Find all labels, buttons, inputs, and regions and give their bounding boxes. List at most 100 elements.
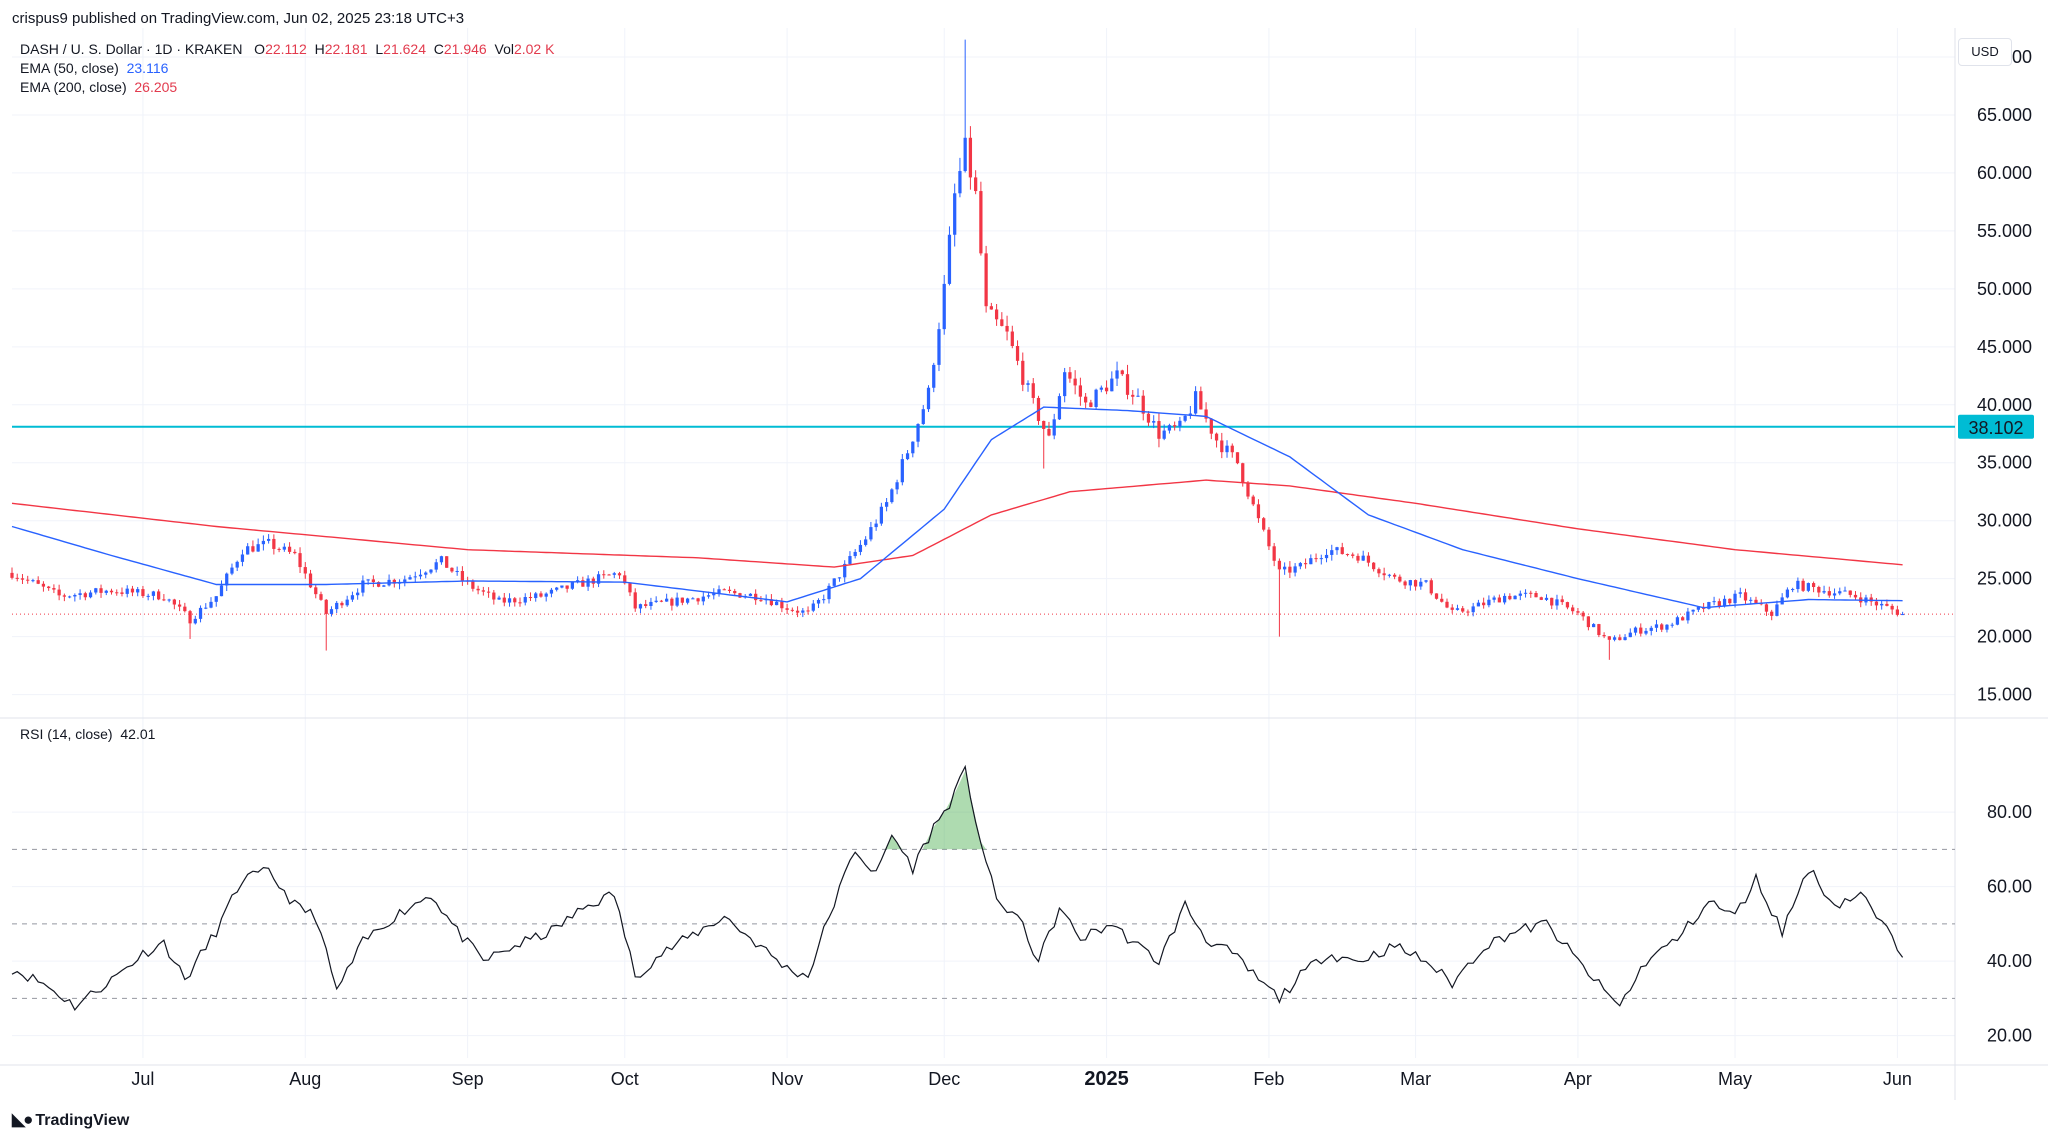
candle — [1214, 432, 1219, 448]
candle-body — [581, 580, 585, 587]
candle-body — [722, 589, 726, 591]
candle — [680, 597, 684, 606]
candle-body — [230, 567, 234, 574]
open-value: 22.112 — [265, 41, 307, 57]
candle-body — [832, 578, 836, 586]
candle — [99, 584, 103, 598]
candle — [1612, 635, 1617, 642]
candle — [1078, 377, 1083, 406]
candle — [1565, 601, 1570, 610]
candle-body — [1382, 573, 1386, 576]
candle-body — [754, 593, 758, 601]
candle — [1193, 386, 1198, 415]
candle — [83, 591, 87, 601]
candle-body — [1324, 554, 1329, 559]
candle — [958, 157, 962, 198]
candle — [942, 274, 946, 335]
ema200-row[interactable]: EMA (200, close) 26.205 — [20, 78, 554, 97]
candle-body — [1283, 566, 1287, 570]
candle-body — [439, 556, 444, 563]
candle — [31, 578, 35, 583]
ema50-row[interactable]: EMA (50, close) 23.116 — [20, 59, 554, 78]
candle-body — [1403, 581, 1407, 586]
candle — [157, 589, 161, 601]
candle — [785, 603, 789, 615]
candle — [1230, 443, 1234, 458]
candle-body — [1036, 397, 1041, 421]
ema200-label: EMA (200, close) — [20, 79, 127, 95]
candle-body — [785, 608, 789, 610]
candle-body — [1078, 385, 1083, 397]
candle-body — [1010, 331, 1014, 346]
candle — [528, 592, 533, 602]
candle — [324, 599, 328, 651]
candle — [214, 596, 218, 607]
candle-body — [528, 597, 533, 599]
candle-body — [78, 593, 82, 595]
candle-body — [827, 585, 831, 600]
tradingview-brand[interactable]: ◣● TradingView — [12, 1110, 129, 1130]
candle-body — [790, 609, 794, 611]
rsi-legend[interactable]: RSI (14, close) 42.01 — [20, 726, 155, 742]
candle — [450, 567, 454, 573]
candle — [371, 575, 375, 588]
candle — [1403, 580, 1407, 589]
candle-body — [1063, 372, 1067, 397]
candle — [602, 570, 606, 579]
candle-body — [1832, 593, 1837, 596]
candle-body — [1675, 617, 1680, 625]
candle — [884, 497, 889, 512]
candle-body — [1770, 611, 1774, 616]
candle — [1539, 596, 1543, 601]
candle — [1534, 591, 1538, 598]
candle-body — [1544, 597, 1549, 600]
candle — [1895, 605, 1900, 617]
candle — [895, 479, 899, 495]
candle-body — [1612, 637, 1617, 640]
candle-body — [1256, 504, 1261, 519]
candle — [36, 576, 40, 585]
candle-body — [1345, 554, 1350, 556]
candle — [1178, 416, 1182, 432]
candle-body — [654, 600, 658, 602]
candle-body — [874, 523, 878, 528]
candle — [1738, 587, 1742, 598]
candle — [1063, 367, 1067, 403]
candle — [167, 598, 171, 603]
candle — [905, 450, 910, 461]
candle-body — [937, 329, 941, 365]
candle — [1303, 558, 1308, 569]
candle — [1497, 594, 1501, 603]
date-tick-label: Dec — [928, 1069, 960, 1089]
candle-body — [1712, 601, 1716, 603]
candle — [1319, 554, 1323, 565]
candle — [1047, 421, 1051, 437]
candle-body — [1576, 611, 1580, 613]
candle — [869, 521, 873, 542]
symbol-title[interactable]: DASH / U. S. Dollar · 1D · KRAKEN — [20, 41, 243, 57]
candle-body — [1005, 325, 1009, 332]
candle — [733, 588, 737, 596]
candle — [1681, 616, 1685, 621]
candle — [1424, 579, 1428, 584]
price-tick-label: 50.000 — [1977, 279, 2032, 299]
candle — [1743, 588, 1748, 605]
candle — [1665, 624, 1669, 633]
candle — [1712, 596, 1716, 606]
candle — [968, 126, 973, 190]
candle-body — [1220, 440, 1224, 453]
candle-body — [1461, 608, 1465, 612]
candle-body — [979, 191, 983, 254]
candle-body — [1853, 594, 1858, 598]
candle-body — [570, 582, 575, 589]
currency-button[interactable]: USD — [1958, 38, 2012, 66]
candle — [1670, 622, 1674, 628]
candle-body — [1476, 602, 1481, 607]
candle — [963, 39, 967, 173]
candle-body — [1094, 389, 1098, 407]
price-tick-label: 25.000 — [1977, 569, 2032, 589]
candle — [1005, 315, 1009, 341]
candle — [151, 590, 156, 601]
candle-body — [225, 573, 229, 586]
